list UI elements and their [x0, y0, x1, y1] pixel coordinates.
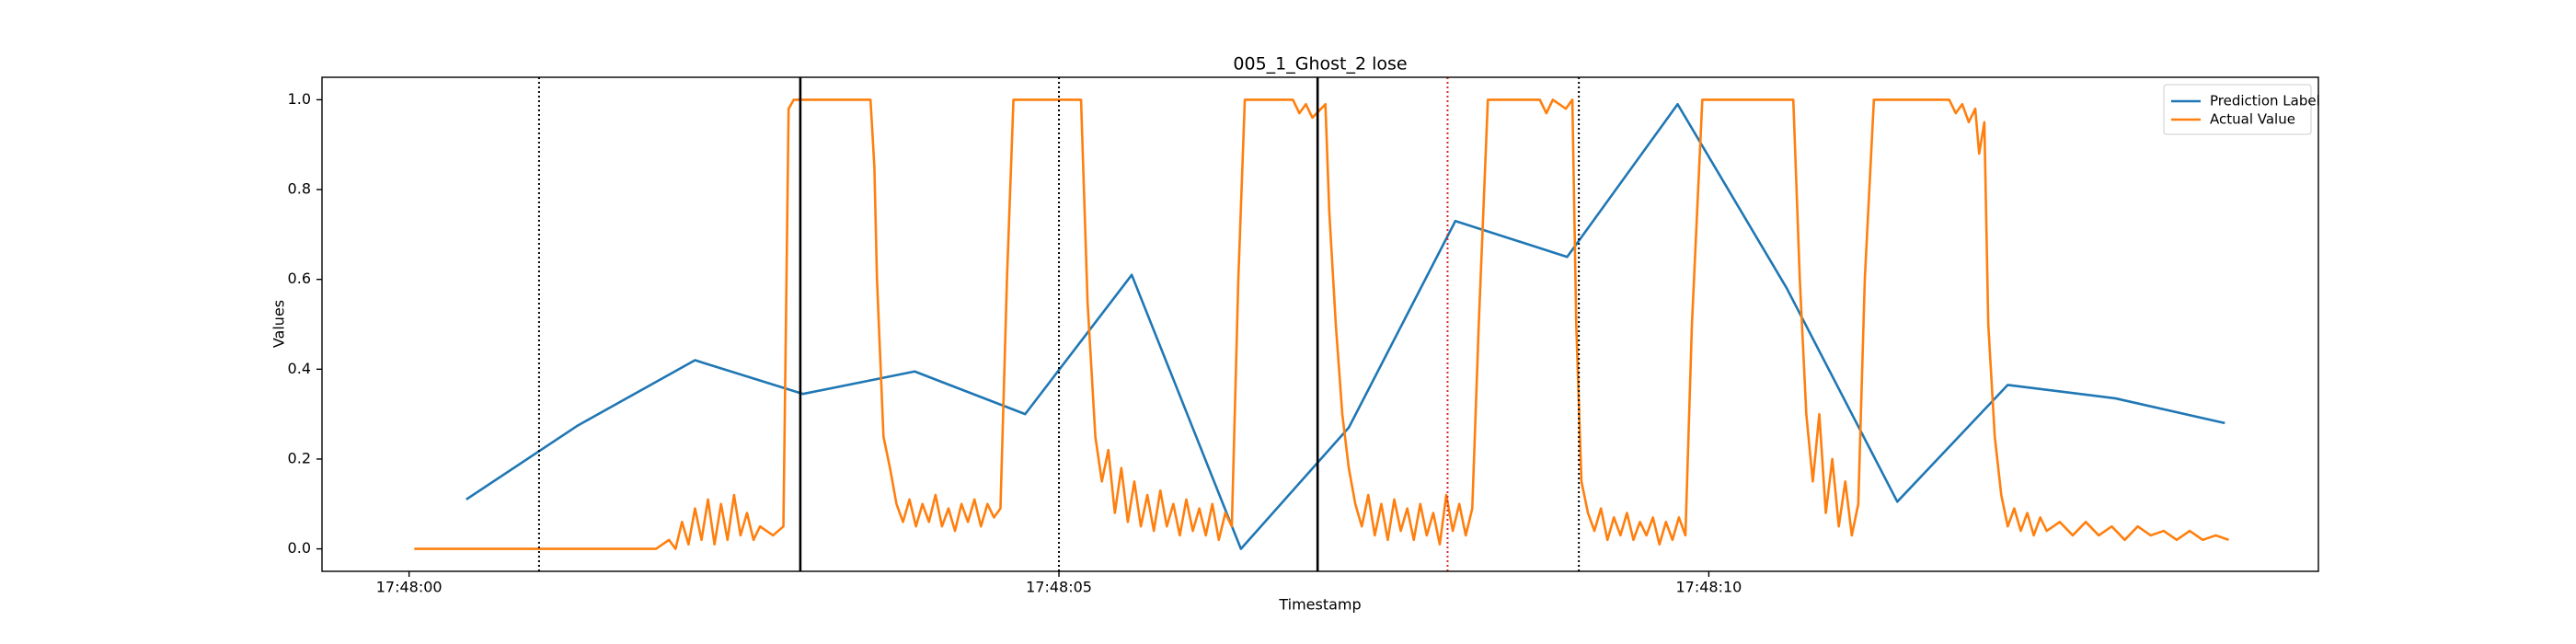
y-tick-label: 0.6: [288, 270, 311, 287]
x-tick-label: 17:48:10: [1675, 579, 1742, 596]
y-tick-label: 0.8: [288, 180, 311, 198]
y-tick-label: 0.2: [288, 449, 311, 466]
legend-box: [2163, 84, 2312, 135]
x-tick-label: 17:48:05: [1026, 579, 1092, 596]
data-line: [414, 98, 2229, 550]
chart-title: 005_1_Ghost_2 lose: [1233, 54, 1407, 75]
data-line: [466, 102, 2225, 550]
x-tick-label: 17:48:00: [376, 579, 443, 596]
y-tick-label: 1.0: [288, 90, 311, 108]
y-tick-label: 0.4: [288, 360, 311, 377]
y-tick-label: 0.0: [288, 539, 311, 557]
legend-label: Prediction Label: [2210, 93, 2320, 109]
x-axis-label: Timestamp: [1278, 596, 1361, 614]
plot-frame: [321, 76, 2319, 572]
legend-label: Actual Value: [2210, 111, 2295, 128]
y-axis-label: Values: [270, 300, 288, 348]
